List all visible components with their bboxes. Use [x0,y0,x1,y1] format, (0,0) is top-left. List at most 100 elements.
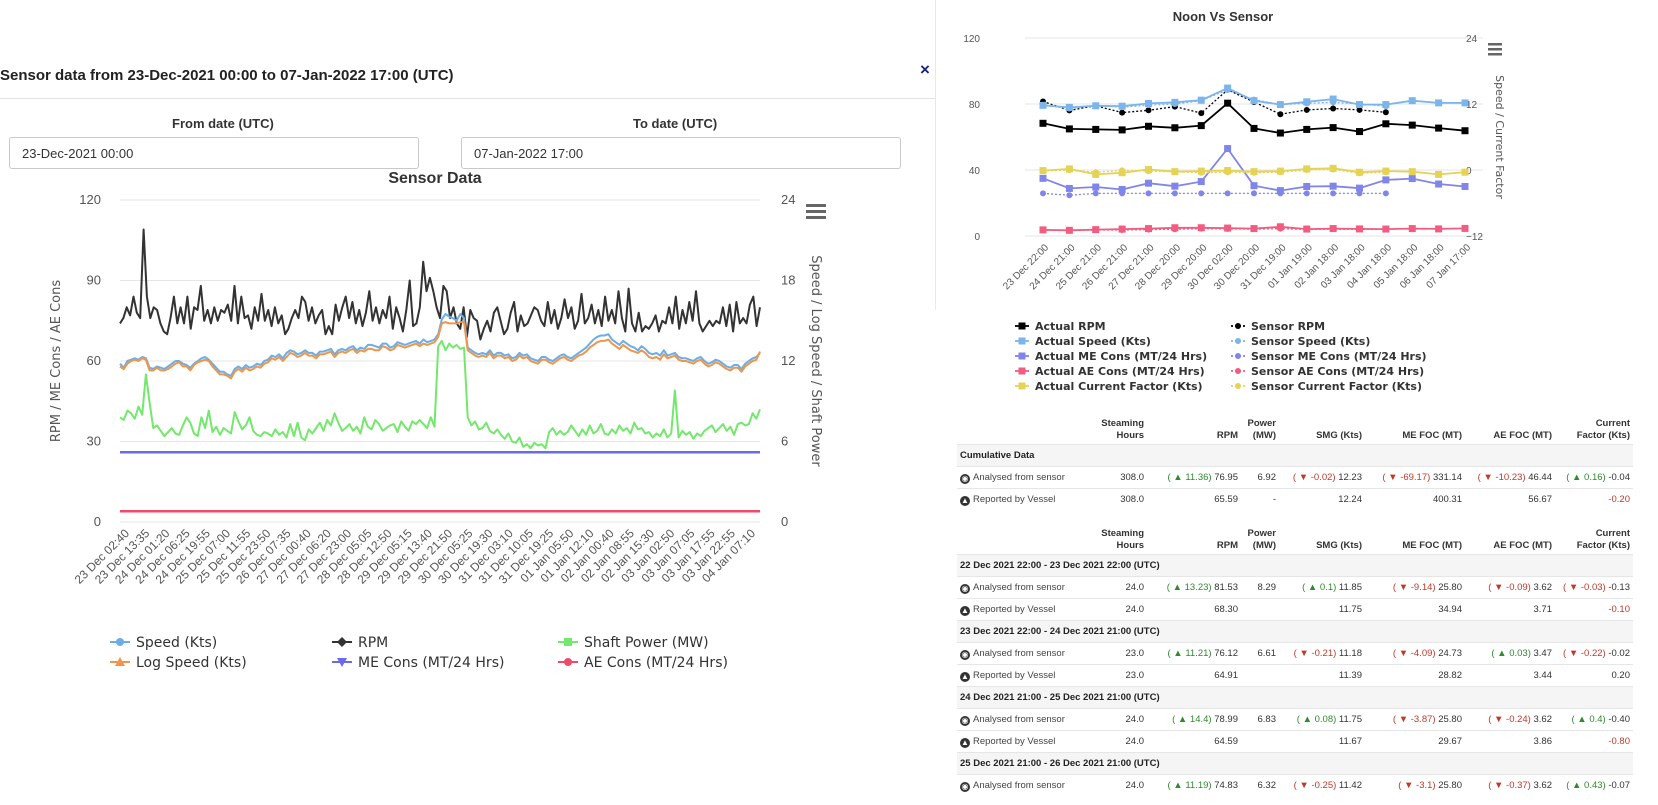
modal-divider [0,98,935,99]
data-point [1119,109,1126,116]
close-icon[interactable]: × [920,60,930,79]
table-cell: 24.0 [1095,708,1147,731]
legend-item-me-cons-mt-24-hrs[interactable]: ME Cons (MT/24 Hrs) [332,655,504,671]
data-point [1171,226,1178,233]
cell-value: 3.44 [1533,670,1553,681]
cell-value: 11.75 [1338,604,1362,615]
cell-value: 25.80 [1438,780,1462,791]
legend-item-actual-me-cons-mt-24-hrs[interactable]: Actual ME Cons (MT/24 Hrs) [1015,350,1207,363]
legend-item-log-speed-kts[interactable]: Log Speed (Kts) [110,655,247,671]
data-point [1118,185,1126,193]
data-point [1039,119,1047,127]
table-cell: ( ▼ -0.24) 3.62 [1465,708,1555,731]
cell-value: 64.59 [1214,736,1238,747]
data-point [1224,225,1231,232]
legend-item-actual-current-factor-kts[interactable]: Actual Current Factor (Kts) [1015,380,1203,393]
delta-badge: ( ▲ 11.19) [1167,780,1212,791]
cell-value: 74.83 [1214,780,1238,791]
table-cell: 3.44 [1465,664,1555,687]
from-date-input[interactable] [9,137,419,169]
y-tick-label: 120 [963,34,980,45]
to-date-input[interactable] [461,137,901,169]
table-cell: 12.24 [1279,488,1365,510]
data-point [1251,169,1257,176]
data-point [1356,184,1363,192]
legend-item-sensor-me-cons-mt-24-hrs[interactable]: Sensor ME Cons (MT/24 Hrs) [1231,350,1427,363]
table-row: ◉ Analysed from sensor 24.0( ▲ 13.23) 81.5… [957,576,1633,599]
legend-label: ME Cons (MT/24 Hrs) [358,655,504,671]
cell-value: 25.80 [1438,714,1462,725]
row-label: ▲ Reported by Vessel [957,730,1095,753]
table-cell: 29.67 [1365,730,1465,753]
section-row: 22 Dec 2021 22:00 - 23 Dec 2021 22:00 (U… [957,554,1633,577]
table-cell: ( ▲ 13.23) 81.53 [1147,576,1241,599]
data-point [1277,111,1284,118]
cell-value: -0.13 [1608,582,1630,593]
cell-value: 8.29 [1257,582,1277,593]
data-point [1303,100,1310,107]
legend-item-sensor-current-factor-kts[interactable]: Sensor Current Factor (Kts) [1231,380,1422,393]
table-cell: ( ▲ 14.4) 78.99 [1147,708,1241,731]
data-point [1382,226,1389,233]
section-row: Cumulative Data [957,444,1633,467]
cell-value: 24.0 [1125,582,1145,593]
section-title: Cumulative Data [957,444,1633,467]
legend-item-rpm[interactable]: RPM [332,635,388,651]
row-label-text: Reported by Vessel [973,735,1056,747]
table-cell: ( ▼ -9.14) 25.80 [1365,576,1465,599]
legend-item-sensor-speed-kts[interactable]: Sensor Speed (Kts) [1231,335,1370,348]
cell-value: 308.0 [1120,472,1144,483]
column-header: Current Factor (Kts) [1576,418,1630,441]
cell-value: 12.24 [1338,494,1362,505]
delta-badge: ( ▲ 0.4) [1571,714,1606,725]
legend-item-ae-cons-mt-24-hrs[interactable]: AE Cons (MT/24 Hrs) [558,655,728,671]
legend-item-actual-speed-kts[interactable]: Actual Speed (Kts) [1015,335,1151,348]
data-point [1224,190,1231,197]
table-cell [1241,598,1279,621]
delta-badge: ( ▼ -9.14) [1392,582,1436,593]
delta-badge: ( ▼ -0.03) [1563,582,1606,593]
data-point [1303,106,1310,113]
table-cell: 11.39 [1279,664,1365,687]
data-point [1171,182,1179,190]
column-header: Steaming Hours [1101,418,1144,441]
row-label: ▲ Reported by Vessel [957,488,1095,510]
chart-menu-icon[interactable] [1488,43,1502,56]
series-line-sensor-ae-cons-mt-24-hrs [1042,227,1386,231]
data-point [1329,182,1337,190]
y2-tick-label: 6 [781,434,788,449]
cell-value: 24.73 [1438,648,1462,659]
legend-item-speed-kts[interactable]: Speed (Kts) [110,635,217,651]
cell-value: 3.62 [1533,582,1553,593]
cell-value: 76.95 [1214,472,1238,483]
legend-item-actual-ae-cons-mt-24-hrs[interactable]: Actual AE Cons (MT/24 Hrs) [1015,365,1205,378]
data-point [1171,190,1178,197]
legend-item-actual-rpm[interactable]: Actual RPM [1015,320,1106,333]
cell-value: -0.04 [1608,472,1630,483]
table-cell: ( ▼ -0.22) -0.02 [1555,642,1633,665]
y-tick-label: 90 [87,273,101,288]
data-point [1356,190,1363,197]
legend-item-sensor-ae-cons-mt-24-hrs[interactable]: Sensor AE Cons (MT/24 Hrs) [1231,365,1424,378]
cell-value: 81.53 [1214,582,1238,593]
data-point [1092,190,1099,197]
table-cell: 308.0 [1095,466,1147,489]
cell-value: 3.62 [1533,780,1553,791]
chart-menu-icon[interactable] [806,204,826,219]
cell-value: 308.0 [1120,494,1144,505]
cell-value: -0.80 [1608,736,1630,747]
cell-value: -0.10 [1608,604,1630,615]
legend-item-shaft-power-mw[interactable]: Shaft Power (MW) [558,635,709,651]
cell-value: 76.12 [1214,648,1238,659]
cell-value: 6.61 [1257,648,1277,659]
table-cell: 11.75 [1279,598,1365,621]
data-point [1303,125,1311,133]
data-point [1461,224,1469,232]
table-cell: - [1241,488,1279,510]
legend-item-sensor-rpm[interactable]: Sensor RPM [1231,320,1325,333]
y-tick-label: 40 [969,166,981,177]
data-point [1145,122,1152,130]
y-tick-label: 80 [969,100,981,111]
table-cell: ( ▼ -3.87) 25.80 [1365,708,1465,731]
y-tick-label: 0 [94,514,101,529]
